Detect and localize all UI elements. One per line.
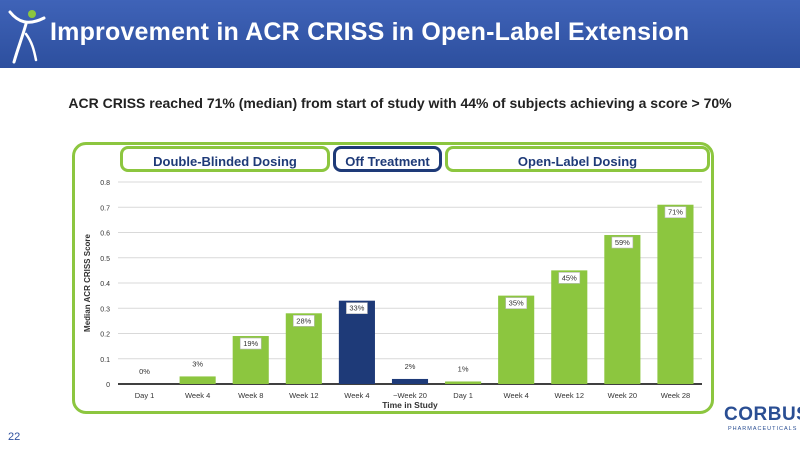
corbus-logo: CORBUS PHARMACEUTICALS xyxy=(724,404,800,442)
phase-double-blinded: Double-Blinded Dosing xyxy=(120,146,330,172)
data-label: 28% xyxy=(296,316,311,325)
title-bar: Improvement in ACR CRISS in Open-Label E… xyxy=(0,0,800,68)
data-label: 19% xyxy=(243,339,258,348)
x-tick-label: Week 20 xyxy=(608,391,637,400)
x-tick-label: Week 4 xyxy=(185,391,210,400)
bar xyxy=(498,295,535,384)
data-label: 1% xyxy=(458,364,469,373)
x-tick-label: Day 1 xyxy=(135,391,155,400)
data-label: 71% xyxy=(668,208,683,217)
bar xyxy=(551,270,588,384)
phase-open-label: Open-Label Dosing xyxy=(445,146,710,172)
data-label-box xyxy=(293,315,315,327)
phase-off-treatment: Off Treatment xyxy=(333,146,442,172)
data-label: 45% xyxy=(562,273,577,282)
x-tick-label: Week 12 xyxy=(289,391,318,400)
brand-name: CORBUS xyxy=(724,404,800,425)
slide-subtitle: ACR CRISS reached 71% (median) from star… xyxy=(68,95,732,111)
y-tick-label: 0.7 xyxy=(100,205,110,212)
data-label: 3% xyxy=(192,359,203,368)
x-tick-label: Week 4 xyxy=(504,391,529,400)
data-label: 59% xyxy=(615,238,630,247)
data-label-box xyxy=(505,297,527,309)
y-tick-label: 0.1 xyxy=(100,357,110,364)
bar xyxy=(604,235,641,384)
page-number: 22 xyxy=(8,431,21,443)
bar xyxy=(179,376,216,384)
data-label-box xyxy=(346,302,368,314)
y-axis-title: Median ACR CRISS Score xyxy=(83,233,92,331)
data-label-box xyxy=(611,236,634,249)
x-tick-label: Week 12 xyxy=(555,391,584,400)
y-tick-label: 0.6 xyxy=(100,231,110,238)
x-tick-label: Week 4 xyxy=(344,391,369,400)
data-label-box xyxy=(239,337,262,350)
y-tick-label: 0.4 xyxy=(100,281,110,288)
x-tick-label: Week 8 xyxy=(238,391,263,400)
x-tick-label: Week 28 xyxy=(661,391,690,400)
brand-subtitle: PHARMACEUTICALS xyxy=(728,426,798,432)
data-label-box xyxy=(558,272,581,284)
data-label: 35% xyxy=(509,299,524,308)
bar xyxy=(391,378,429,384)
y-tick-label: 0.2 xyxy=(100,332,110,339)
bar xyxy=(445,381,482,384)
bar xyxy=(657,204,694,384)
x-tick-label: Day 1 xyxy=(453,391,473,400)
corbus-figure-icon xyxy=(8,10,46,64)
bar xyxy=(338,300,375,384)
y-tick-label: 0.8 xyxy=(100,180,110,187)
y-tick-label: 0.5 xyxy=(100,256,110,263)
data-label: 0% xyxy=(139,367,150,376)
acr-criss-bar-chart: 0 0.1 0.2 0.3 0.4 0.5 0.6 0.7 0.8 Day 1 0% Week 4 3%… xyxy=(83,180,702,410)
data-label-box xyxy=(664,206,687,219)
slide-title: Improvement in ACR CRISS in Open-Label E… xyxy=(50,18,690,46)
data-label: 2% xyxy=(405,362,416,371)
data-label: 33% xyxy=(349,304,364,313)
x-tick-label: ~Week 20 xyxy=(393,391,427,400)
x-axis-title: Time in Study xyxy=(382,400,438,410)
y-tick-label: 0 xyxy=(106,382,110,389)
y-tick-label: 0.3 xyxy=(100,306,110,313)
